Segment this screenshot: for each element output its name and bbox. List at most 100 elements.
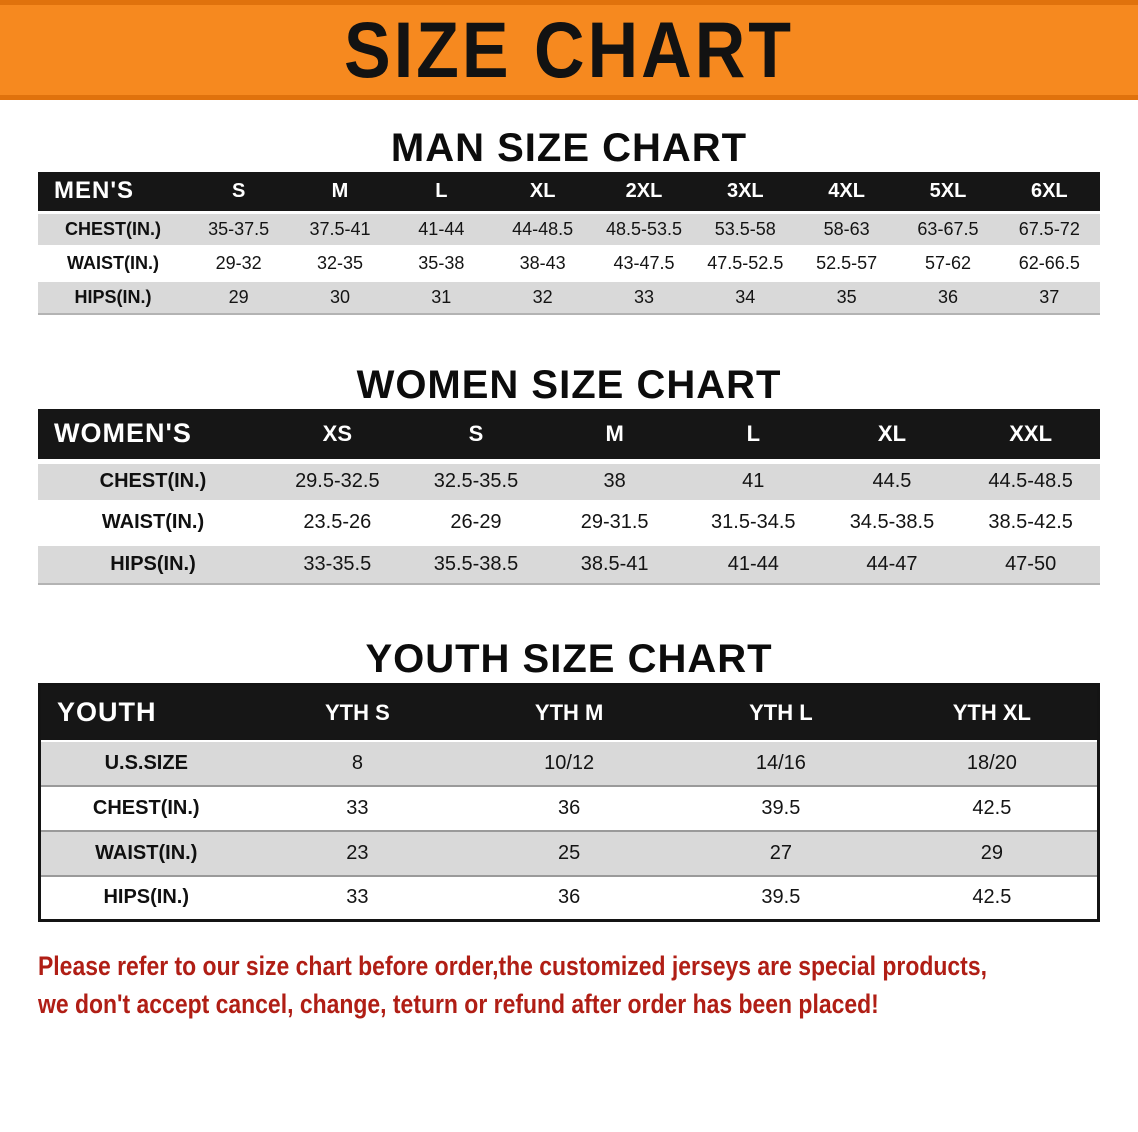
row-label: CHEST(IN.)	[38, 461, 268, 502]
women-chest-row: CHEST(IN.) 29.5-32.5 32.5-35.5 38 41 44.…	[38, 461, 1100, 502]
size-cell: 29-31.5	[545, 502, 684, 543]
size-cell: 10/12	[463, 740, 675, 786]
size-column-header: XS	[268, 409, 407, 461]
size-cell: 33	[593, 280, 695, 314]
size-cell: 37	[998, 280, 1100, 314]
size-column-header: 5XL	[897, 172, 999, 212]
size-cell: 42.5	[886, 785, 1099, 831]
size-column-header: XL	[491, 172, 594, 212]
row-label: CHEST(IN.)	[38, 212, 188, 246]
row-label: WAIST(IN.)	[38, 502, 268, 543]
women-table-title: WOMEN'S	[38, 409, 268, 461]
size-column-header: 2XL	[593, 172, 695, 212]
size-cell: 44-48.5	[491, 212, 594, 246]
size-column-header: YTH S	[251, 684, 464, 741]
size-column-header: S	[188, 172, 290, 212]
youth-section-heading: YOUTH SIZE CHART	[365, 637, 773, 681]
row-label: U.S.SIZE	[39, 740, 252, 786]
men-table-title: MEN'S	[38, 172, 188, 212]
row-label: WAIST(IN.)	[38, 246, 188, 280]
size-cell: 14/16	[675, 740, 887, 786]
size-cell: 48.5-53.5	[593, 212, 695, 246]
men-section-heading: MAN SIZE CHART	[390, 126, 748, 170]
size-cell: 39.5	[675, 785, 887, 831]
size-column-header: YTH XL	[886, 684, 1099, 741]
disclaimer-text: Please refer to our size chart before or…	[38, 948, 1100, 1024]
size-cell: 57-62	[897, 246, 999, 280]
size-cell: 44-47	[822, 543, 962, 584]
size-cell: 53.5-58	[694, 212, 796, 246]
size-column-header: 4XL	[795, 172, 898, 212]
size-cell: 44.5	[822, 461, 962, 502]
size-cell: 35	[795, 280, 898, 314]
size-cell: 36	[463, 785, 675, 831]
size-cell: 38-43	[491, 246, 594, 280]
size-column-header: 6XL	[998, 172, 1100, 212]
youth-size-table: YOUTH YTH S YTH M YTH L YTH XL U.S.SIZE …	[38, 683, 1100, 922]
size-cell: 35-37.5	[188, 212, 290, 246]
size-cell: 52.5-57	[795, 246, 898, 280]
size-cell: 33-35.5	[268, 543, 407, 584]
size-cell: 26-29	[406, 502, 546, 543]
size-column-header: S	[406, 409, 546, 461]
banner-title: SIZE CHART	[344, 6, 794, 94]
size-cell: 38	[545, 461, 684, 502]
size-column-header: M	[289, 172, 391, 212]
size-cell: 8	[251, 740, 464, 786]
women-hips-row: HIPS(IN.) 33-35.5 35.5-38.5 38.5-41 41-4…	[38, 543, 1100, 584]
size-column-header: XXL	[961, 409, 1100, 461]
size-cell: 31	[390, 280, 492, 314]
disclaimer-line-1: Please refer to our size chart before or…	[38, 951, 987, 981]
size-cell: 32.5-35.5	[406, 461, 546, 502]
size-cell: 47-50	[961, 543, 1100, 584]
row-label: HIPS(IN.)	[39, 875, 252, 921]
women-waist-row: WAIST(IN.) 23.5-26 26-29 29-31.5 31.5-34…	[38, 502, 1100, 543]
youth-ussize-row: U.S.SIZE 8 10/12 14/16 18/20	[39, 740, 1099, 786]
size-cell: 39.5	[675, 875, 887, 921]
size-cell: 41	[683, 461, 823, 502]
row-label: WAIST(IN.)	[39, 830, 252, 876]
size-cell: 23.5-26	[268, 502, 407, 543]
women-section-heading: WOMEN SIZE CHART	[356, 363, 782, 407]
size-cell: 29-32	[188, 246, 290, 280]
size-column-header: L	[683, 409, 823, 461]
size-cell: 58-63	[795, 212, 898, 246]
size-column-header: YTH M	[463, 684, 675, 741]
men-hips-row: HIPS(IN.) 29 30 31 32 33 34 35 36 37	[38, 280, 1100, 314]
youth-waist-row: WAIST(IN.) 23 25 27 29	[39, 830, 1099, 876]
size-column-header: XL	[822, 409, 962, 461]
size-cell: 35.5-38.5	[406, 543, 546, 584]
size-cell: 38.5-42.5	[961, 502, 1100, 543]
size-cell: 42.5	[886, 875, 1099, 921]
size-cell: 32-35	[289, 246, 391, 280]
size-cell: 29	[886, 830, 1099, 876]
size-cell: 25	[463, 830, 675, 876]
size-cell: 62-66.5	[998, 246, 1100, 280]
youth-table-header-row: YOUTH YTH S YTH M YTH L YTH XL	[39, 684, 1099, 741]
size-cell: 34	[694, 280, 796, 314]
banner: SIZE CHART	[0, 0, 1138, 100]
youth-table-title: YOUTH	[39, 684, 252, 741]
women-table-header-row: WOMEN'S XS S M L XL XXL	[38, 409, 1100, 461]
youth-chest-row: CHEST(IN.) 33 36 39.5 42.5	[39, 785, 1099, 831]
size-cell: 41-44	[683, 543, 823, 584]
row-label: CHEST(IN.)	[39, 785, 252, 831]
youth-hips-row: HIPS(IN.) 33 36 39.5 42.5	[39, 875, 1099, 921]
size-cell: 44.5-48.5	[961, 461, 1100, 502]
size-cell: 18/20	[886, 740, 1099, 786]
size-cell: 29	[188, 280, 290, 314]
men-size-table: MEN'S S M L XL 2XL 3XL 4XL 5XL 6XL CHEST…	[38, 172, 1100, 315]
size-cell: 63-67.5	[897, 212, 999, 246]
women-size-table: WOMEN'S XS S M L XL XXL CHEST(IN.) 29.5-…	[38, 409, 1100, 585]
men-waist-row: WAIST(IN.) 29-32 32-35 35-38 38-43 43-47…	[38, 246, 1100, 280]
size-column-header: 3XL	[694, 172, 796, 212]
size-cell: 41-44	[390, 212, 492, 246]
size-cell: 43-47.5	[593, 246, 695, 280]
size-cell: 36	[463, 875, 675, 921]
size-column-header: YTH L	[675, 684, 887, 741]
size-cell: 30	[289, 280, 391, 314]
size-cell: 33	[251, 875, 464, 921]
size-cell: 35-38	[390, 246, 492, 280]
size-cell: 36	[897, 280, 999, 314]
disclaimer-line-2: we don't accept cancel, change, teturn o…	[38, 988, 879, 1019]
